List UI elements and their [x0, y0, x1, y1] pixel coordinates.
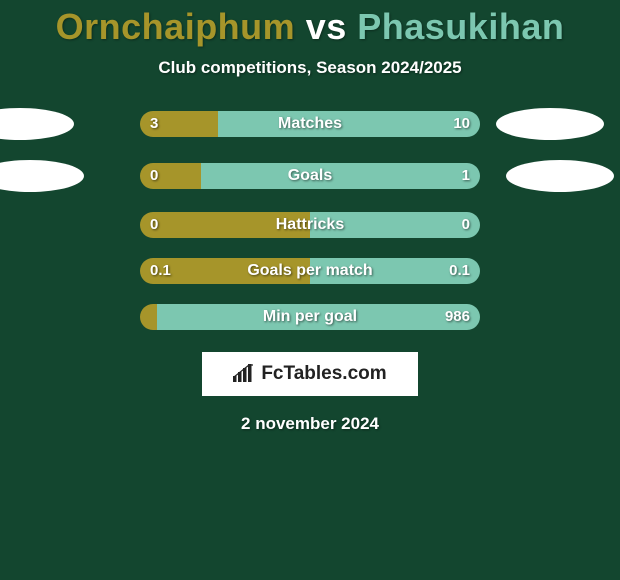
stat-row: Hattricks00 — [0, 212, 620, 238]
brand-suffix: Tables.com — [284, 363, 387, 384]
bar-chart-icon — [233, 364, 255, 384]
stat-bar: Goals01 — [140, 163, 480, 189]
stat-row: Goals01 — [0, 160, 620, 192]
comparison-card: Ornchaiphum vs Phasukihan Club competiti… — [0, 0, 620, 580]
page-title: Ornchaiphum vs Phasukihan — [0, 0, 620, 48]
brand-logo: FcTables.com — [202, 352, 418, 396]
player2-avatar — [496, 108, 604, 140]
bar-left-fill — [140, 304, 157, 330]
stat-bar: Goals per match0.10.1 — [140, 258, 480, 284]
player2-name: Phasukihan — [357, 6, 564, 47]
stat-bar: Matches310 — [140, 111, 480, 137]
bar-left-fill — [140, 212, 310, 238]
bar-left-fill — [140, 111, 218, 137]
bar-right-fill — [201, 163, 480, 189]
bar-right-fill — [218, 111, 480, 137]
stat-row: Min per goal986 — [0, 304, 620, 330]
brand-prefix: Fc — [261, 363, 283, 384]
bar-left-fill — [140, 258, 310, 284]
stat-bar: Min per goal986 — [140, 304, 480, 330]
subtitle: Club competitions, Season 2024/2025 — [0, 58, 620, 78]
bar-right-fill — [310, 258, 480, 284]
stat-bar: Hattricks00 — [140, 212, 480, 238]
player1-avatar — [0, 108, 74, 140]
brand-text: FcTables.com — [261, 363, 386, 385]
player1-avatar — [0, 160, 84, 192]
vs-word: vs — [306, 6, 347, 47]
stat-row: Goals per match0.10.1 — [0, 258, 620, 284]
player1-name: Ornchaiphum — [56, 6, 296, 47]
stat-row: Matches310 — [0, 108, 620, 140]
date-text: 2 november 2024 — [0, 414, 620, 434]
bar-right-fill — [310, 212, 480, 238]
bar-right-fill — [157, 304, 480, 330]
bar-left-fill — [140, 163, 201, 189]
player2-avatar — [506, 160, 614, 192]
stat-rows: Matches310 Goals01 Hattricks00 Goals per ma… — [0, 108, 620, 330]
